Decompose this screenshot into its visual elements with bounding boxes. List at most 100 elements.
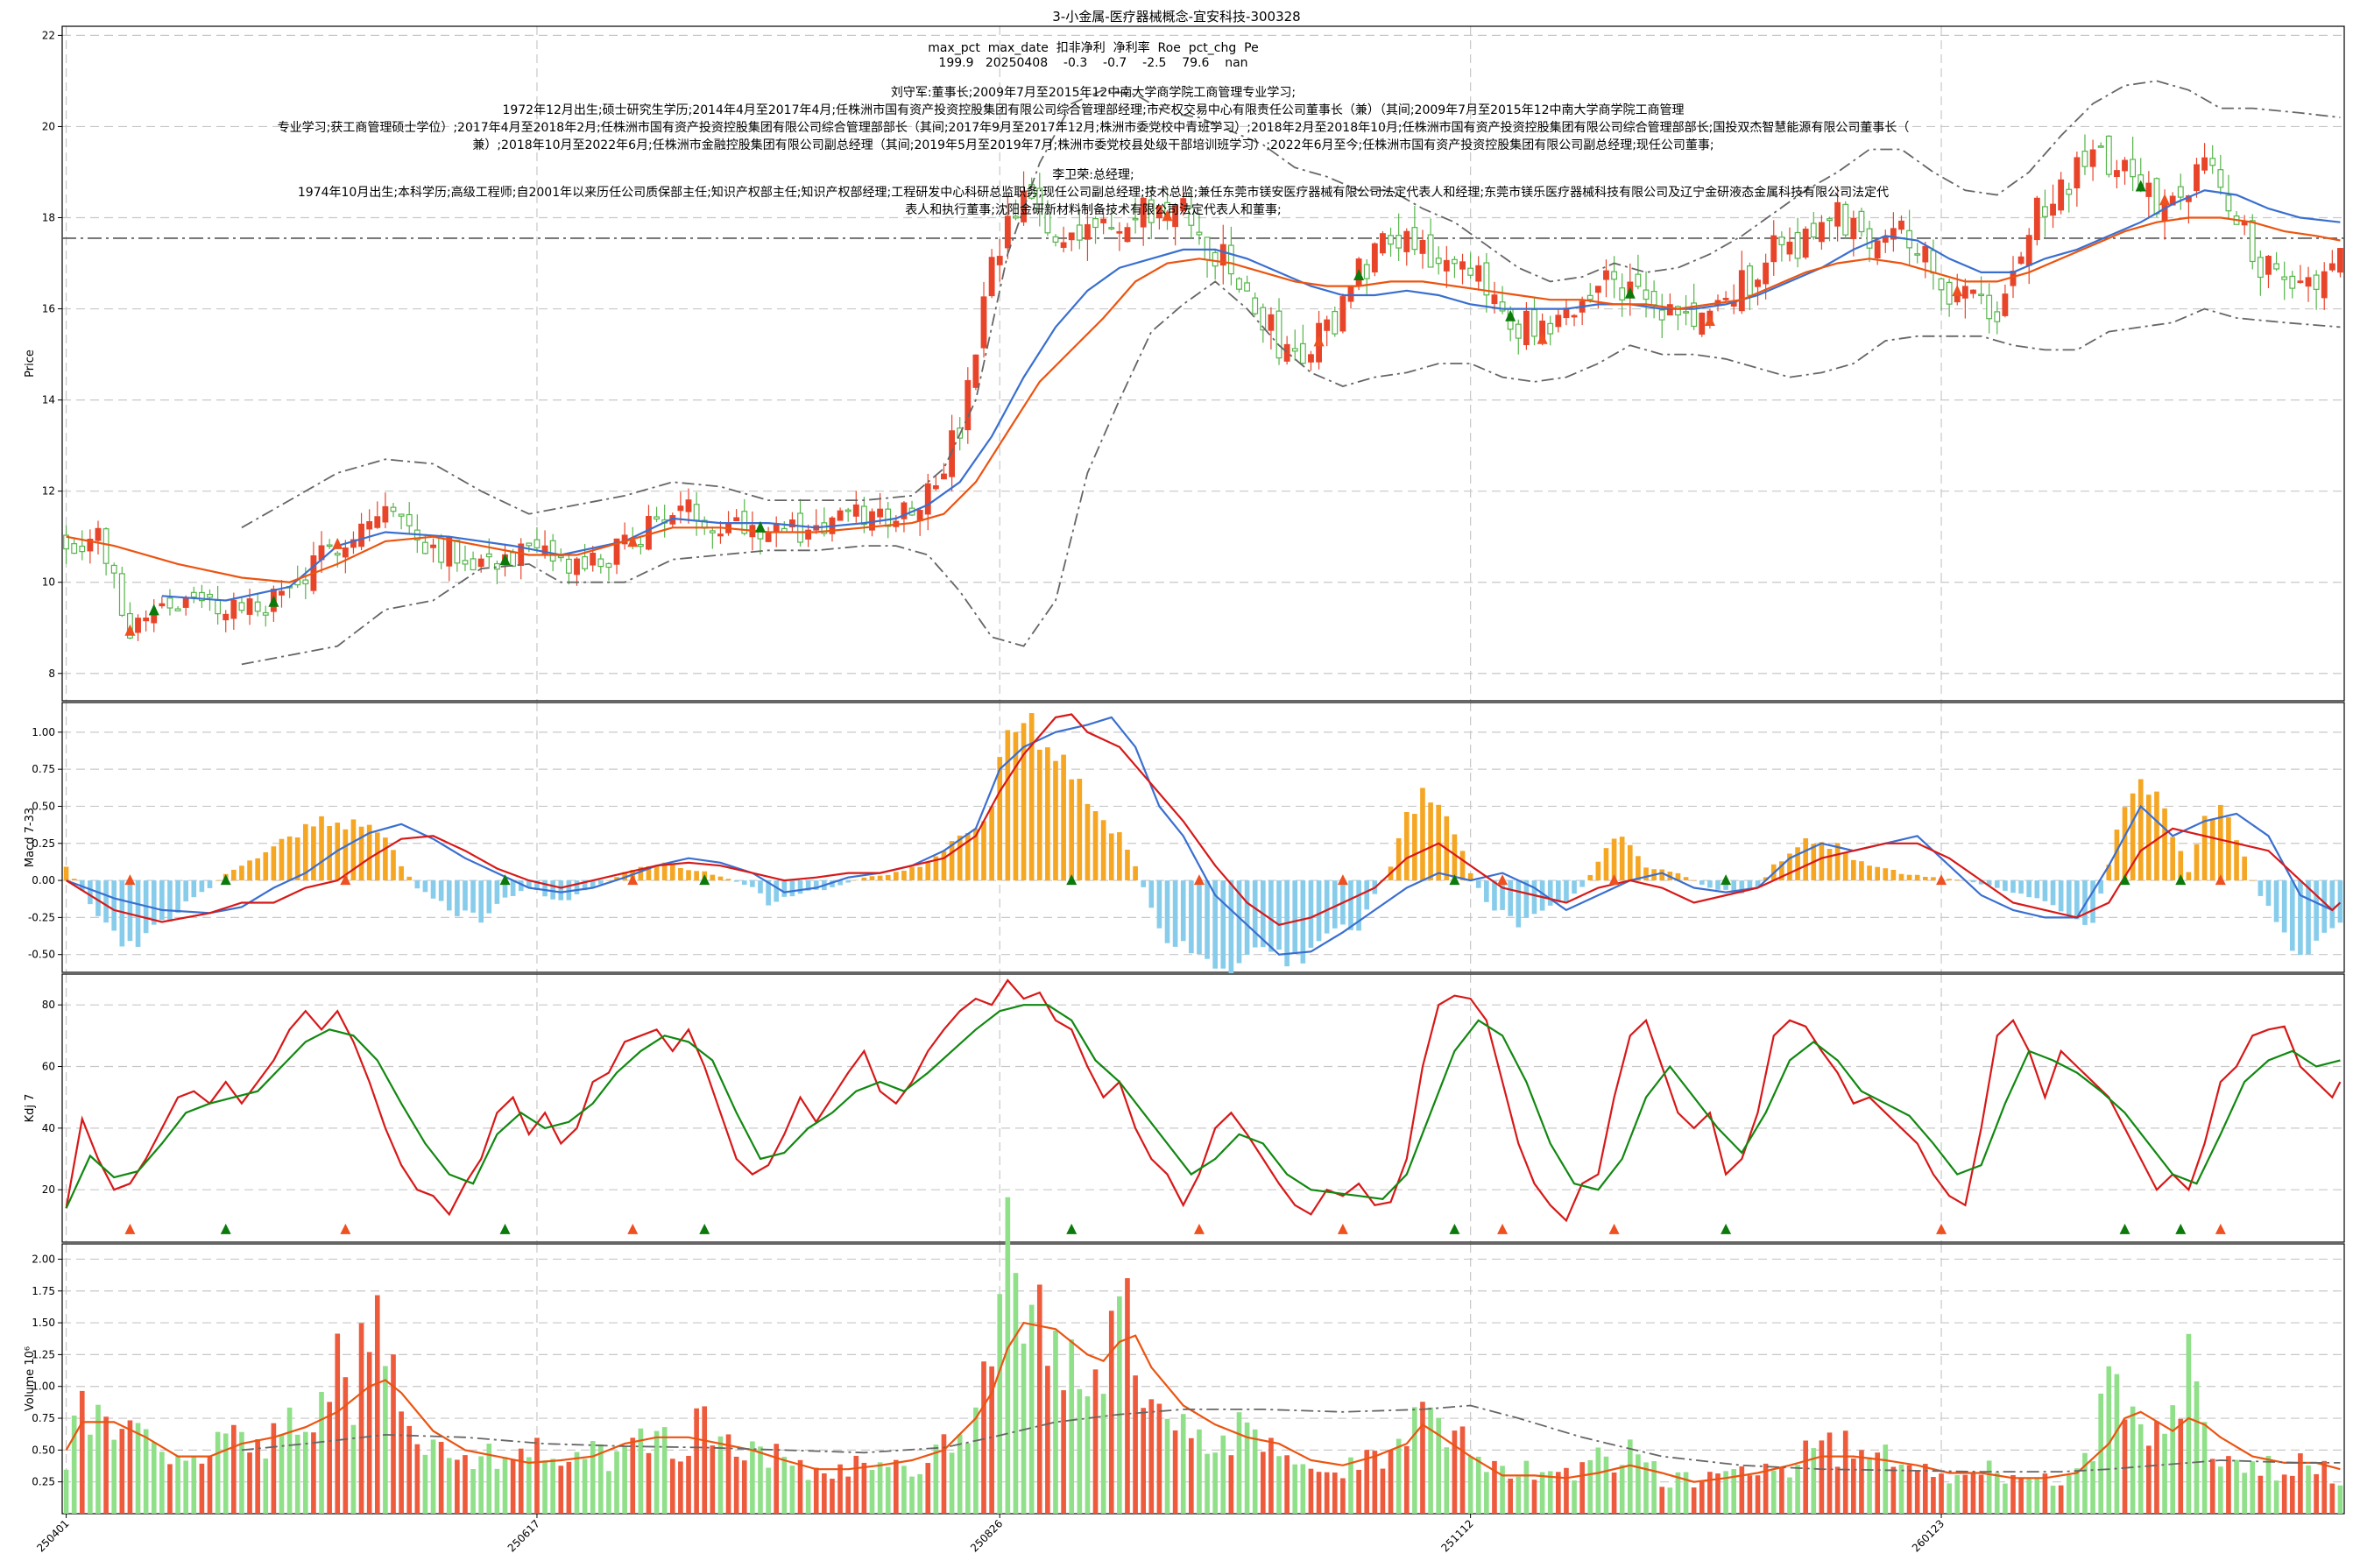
- volume-bar: [694, 1408, 699, 1514]
- macd-histogram-bar: [805, 880, 811, 891]
- volume-bar: [981, 1361, 986, 1514]
- macd-histogram-bar: [1691, 880, 1697, 881]
- volume-bar: [614, 1451, 619, 1514]
- candle-body: [159, 603, 166, 607]
- y-tick-label: -0.25: [28, 911, 55, 923]
- volume-bar: [2018, 1477, 2024, 1514]
- candle-body: [207, 593, 213, 598]
- buy-signal-marker: [499, 1223, 511, 1234]
- macd-histogram-bar: [758, 880, 763, 893]
- buy-signal-marker: [499, 874, 511, 886]
- volume-bar: [2146, 1445, 2152, 1514]
- sell-signal-marker: [340, 1223, 351, 1234]
- candle-body: [143, 618, 150, 622]
- macd-histogram-bar: [1539, 880, 1545, 911]
- volume-bar: [1572, 1480, 1577, 1514]
- volume-bar: [1021, 1343, 1027, 1514]
- volume-bar: [1444, 1447, 1450, 1514]
- y-tick-label: 1.75: [32, 1285, 55, 1297]
- buy-signal-marker: [1353, 268, 1365, 280]
- price-panel: 8 10 12 14 16 18 20 22 Price: [24, 25, 2345, 702]
- macd-histogram-bar: [2137, 779, 2144, 881]
- volume-bar: [119, 1429, 125, 1514]
- candle-body: [470, 558, 477, 571]
- macd-histogram-bar: [1931, 877, 1936, 881]
- candle-body: [454, 540, 461, 564]
- volume-bar: [1125, 1278, 1130, 1514]
- macd-histogram-bar: [2162, 808, 2167, 881]
- volume-bar: [1539, 1472, 1545, 1514]
- volume-bar: [1731, 1469, 1737, 1514]
- candle-body: [366, 520, 373, 530]
- macd-histogram-bar: [669, 865, 675, 881]
- volume-bar: [1875, 1452, 1880, 1514]
- candle-body: [2025, 235, 2032, 266]
- candle-body: [526, 542, 533, 547]
- volume-bar: [446, 1458, 452, 1514]
- macd-histogram-bar: [2003, 880, 2008, 891]
- bio-line: 李卫荣:总经理;: [1052, 168, 1134, 182]
- volume-bar: [1659, 1487, 1665, 1514]
- macd-histogram-bar: [2130, 793, 2136, 881]
- macd-histogram-bar: [430, 880, 436, 899]
- volume-bar: [2178, 1418, 2184, 1514]
- macd-histogram-bar: [95, 880, 101, 916]
- candle-body: [422, 541, 428, 554]
- candle-body: [1260, 307, 1267, 331]
- candle-body: [374, 516, 381, 528]
- candle-body: [1643, 289, 1650, 300]
- candle-body: [1363, 264, 1370, 279]
- macd-histogram-bar: [1125, 850, 1130, 881]
- macd-histogram-bar: [1053, 760, 1058, 881]
- macd-histogram-bar: [2026, 880, 2032, 898]
- volume-bar: [2281, 1474, 2287, 1514]
- volume-bar: [1770, 1470, 1777, 1514]
- volume-bar: [1212, 1452, 1218, 1514]
- candle-body: [2002, 293, 2009, 316]
- candle-body: [1515, 323, 1522, 339]
- candle-body: [1124, 227, 1131, 243]
- candle-body: [2265, 256, 2272, 275]
- volume-bar: [2258, 1475, 2264, 1514]
- y-tick-label: 2.00: [32, 1253, 55, 1265]
- macd-histogram-bar: [1244, 880, 1250, 955]
- candle-body: [1938, 278, 1945, 291]
- candle-body: [79, 545, 86, 553]
- volume-bar: [191, 1455, 197, 1514]
- macd-histogram-bar: [1117, 832, 1122, 881]
- volume-bar: [1364, 1450, 1370, 1514]
- macd-histogram-bar: [1636, 856, 1641, 881]
- macd-histogram-bar: [478, 880, 484, 923]
- macd-histogram-bar: [463, 880, 468, 911]
- volume-bar: [781, 1457, 788, 1514]
- candle-body: [215, 599, 222, 615]
- y-tick-label: 8: [48, 667, 55, 680]
- bio-line: 刘守军:董事长;2009年7月至2015年12中南大学商学院工商管理专业学习;: [891, 86, 1296, 100]
- candle-body: [118, 573, 125, 616]
- macd-histogram-bar: [2010, 880, 2016, 893]
- panel-border: [61, 702, 2345, 973]
- volume-bar: [630, 1437, 636, 1514]
- macd-histogram-bar: [1547, 880, 1553, 906]
- macd-histogram-bar: [231, 869, 237, 881]
- macd-histogram-bar: [1531, 880, 1537, 915]
- volume-bar: [510, 1459, 516, 1514]
- candle-body: [821, 522, 828, 534]
- y-tick-label: -0.50: [28, 949, 55, 961]
- volume-bar: [103, 1416, 109, 1514]
- sell-signal-marker: [1952, 285, 1963, 297]
- candle-body: [2066, 188, 2073, 195]
- volume-bar: [2186, 1333, 2192, 1514]
- volume-bar: [2074, 1468, 2080, 1514]
- macd-histogram-bar: [1061, 754, 1066, 881]
- candle-body: [223, 613, 230, 621]
- candle-body: [1603, 270, 1609, 280]
- macd-histogram-bar: [1555, 880, 1561, 903]
- macd-histogram-bar: [1819, 842, 1825, 881]
- volume-bar: [606, 1471, 611, 1514]
- volume-bar: [383, 1366, 388, 1514]
- macd-histogram-bar: [1659, 869, 1665, 881]
- sell-signal-marker: [627, 535, 639, 547]
- volume-bar: [263, 1458, 269, 1514]
